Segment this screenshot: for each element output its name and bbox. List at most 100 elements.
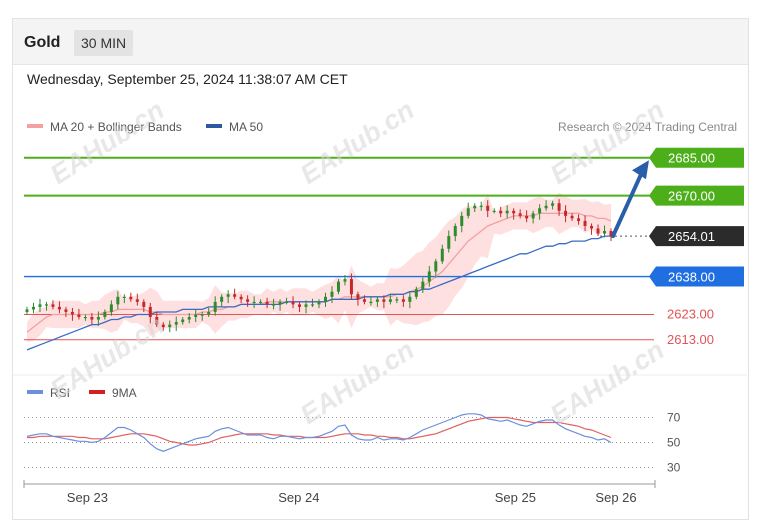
- chart-header: Gold 30 MIN: [13, 19, 748, 65]
- candle-body: [525, 215, 529, 219]
- candle-body: [382, 299, 386, 302]
- candle-body: [499, 210, 503, 214]
- candle-body: [51, 304, 55, 307]
- candle-body: [259, 301, 263, 304]
- candle-body: [486, 205, 490, 211]
- candle-body: [83, 317, 87, 319]
- candle-body: [408, 296, 412, 302]
- candle-body: [473, 205, 477, 209]
- candle-body: [388, 299, 392, 302]
- candle-body: [596, 228, 600, 234]
- candle-body: [518, 213, 522, 216]
- candle-body: [590, 225, 594, 229]
- rsi-legend-label: RSI: [50, 386, 70, 400]
- x-tick-label: Sep 25: [495, 490, 536, 505]
- candle-body: [557, 203, 561, 211]
- candle-body: [161, 324, 165, 328]
- candle-body: [38, 304, 42, 307]
- candle-body: [421, 281, 425, 290]
- candle-body: [77, 314, 81, 318]
- candle-body: [194, 314, 198, 318]
- watermark-text: EAHub.cn: [545, 95, 670, 190]
- level-label-2638.00: 2638.00: [668, 270, 715, 285]
- candle-body: [603, 231, 607, 234]
- level-label-2685.00: 2685.00: [668, 151, 715, 166]
- candle-body: [317, 301, 321, 305]
- candle-body: [311, 304, 315, 306]
- candle-body: [25, 309, 29, 312]
- candle-body: [538, 208, 542, 214]
- candle-body: [129, 296, 133, 300]
- bollinger-band: [27, 192, 611, 343]
- candle-body: [323, 296, 327, 302]
- candle-body: [401, 299, 405, 302]
- candle-body: [272, 304, 276, 306]
- candle-body: [453, 225, 457, 237]
- watermark-text: EAHub.cn: [545, 335, 670, 430]
- candle-body: [174, 322, 178, 325]
- timestamp: Wednesday, September 25, 2024 11:38:07 A…: [27, 71, 348, 87]
- candle-body: [577, 218, 581, 221]
- candle-body: [233, 294, 237, 297]
- candle-body: [583, 220, 587, 226]
- candle-body: [181, 319, 185, 323]
- candle-body: [291, 301, 295, 305]
- candle-body: [349, 279, 353, 295]
- level-badge-2685.00: [649, 147, 744, 168]
- ma20-legend-swatch: [27, 124, 43, 128]
- watermark-text: EAHub.cn: [45, 95, 170, 190]
- x-tick-label: Sep 23: [67, 490, 108, 505]
- asset-title: Gold: [24, 34, 61, 51]
- candle-body: [330, 291, 334, 297]
- candle-body: [544, 205, 548, 209]
- x-tick-label: Sep 24: [278, 490, 319, 505]
- candle-body: [96, 317, 100, 320]
- rsi-legend-swatch: [27, 390, 43, 394]
- candle-body: [343, 279, 347, 282]
- rsi-line: [26, 413, 612, 452]
- forecast-arrow-head: [632, 160, 649, 180]
- candle-body: [220, 296, 224, 302]
- candle-body: [246, 299, 250, 302]
- candle-body: [460, 215, 464, 226]
- candle-body: [168, 324, 172, 328]
- candle-body: [466, 208, 470, 216]
- candle-body: [440, 248, 444, 262]
- candle-body: [213, 301, 217, 312]
- candle-body: [369, 301, 373, 304]
- candle-body: [434, 261, 438, 272]
- candle-body: [155, 317, 159, 325]
- level-label-2670.00: 2670.00: [668, 189, 715, 204]
- level-badge-2638.00: [649, 266, 744, 287]
- candle-body: [505, 210, 509, 214]
- ma50-legend-swatch: [206, 124, 222, 128]
- candle-body: [148, 306, 152, 318]
- candle-body: [207, 311, 211, 315]
- forecast-arrow-shaft: [611, 170, 644, 239]
- candle-body: [90, 317, 94, 320]
- candle-body: [278, 301, 282, 305]
- research-credit: Research © 2024 Trading Central: [558, 120, 737, 134]
- candle-body: [116, 296, 120, 305]
- ma50-legend-label: MA 50: [229, 120, 263, 134]
- candle-body: [135, 299, 139, 302]
- candle-body: [70, 311, 74, 315]
- level-badge-2654.01: [649, 226, 744, 247]
- rsi-level-label-50: 50: [667, 436, 681, 450]
- candle-body: [479, 205, 483, 207]
- candle-body: [285, 301, 289, 304]
- rsi-ma-legend-swatch: [89, 390, 105, 394]
- candle-body: [512, 210, 516, 214]
- candle-body: [252, 301, 256, 304]
- candle-body: [142, 301, 146, 307]
- candle-body: [414, 289, 418, 297]
- candle-body: [298, 304, 302, 307]
- rsi-level-label-30: 30: [667, 461, 681, 475]
- rsi-ma-line: [27, 416, 612, 446]
- candle-body: [427, 271, 431, 282]
- candle-body: [609, 231, 613, 237]
- candle-body: [122, 296, 126, 298]
- rsi-ma-legend-label: 9MA: [112, 386, 137, 400]
- rsi-level-label-70: 70: [667, 411, 681, 425]
